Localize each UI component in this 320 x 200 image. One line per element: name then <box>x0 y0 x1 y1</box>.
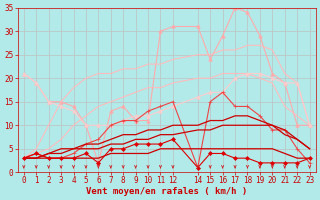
X-axis label: Vent moyen/en rafales ( km/h ): Vent moyen/en rafales ( km/h ) <box>86 187 247 196</box>
